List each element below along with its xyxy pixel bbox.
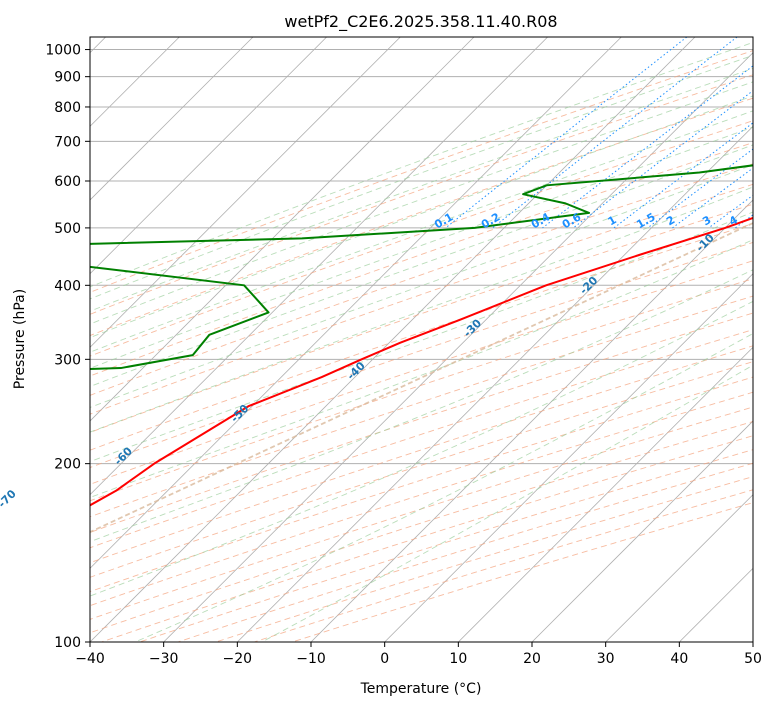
isotherm-line bbox=[163, 52, 753, 642]
y-tick-label: 900 bbox=[54, 70, 81, 86]
moist-adiabat bbox=[90, 67, 753, 312]
isotherm-line bbox=[90, 37, 327, 275]
dry-adiabat bbox=[90, 223, 753, 451]
isotherm-line bbox=[310, 199, 753, 642]
plot-frame bbox=[89, 36, 754, 643]
y-tick-label: 100 bbox=[54, 635, 81, 651]
y-tick-label: 600 bbox=[54, 174, 81, 190]
isotherm-line bbox=[384, 273, 753, 642]
x-tick-label: −30 bbox=[149, 651, 179, 667]
y-tick-label: 500 bbox=[54, 221, 81, 237]
x-tick-label: 0 bbox=[380, 651, 389, 667]
moist-adiabat bbox=[90, 81, 753, 325]
isotherm-line bbox=[458, 346, 753, 642]
dry-adiabat bbox=[90, 312, 753, 533]
moist-adiabat bbox=[90, 126, 753, 369]
chart-title: wetPf2_C2E6.2025.358.11.40.R08 bbox=[284, 12, 557, 32]
moist-adiabat bbox=[90, 110, 753, 353]
y-tick-label: 200 bbox=[54, 457, 81, 473]
isotherm-line bbox=[90, 37, 254, 201]
mixing-ratio-line bbox=[672, 167, 753, 229]
dry-adiabat bbox=[90, 120, 753, 357]
isotherm-line bbox=[90, 37, 548, 496]
y-tick-label: 800 bbox=[54, 100, 81, 116]
y-tick-label: 700 bbox=[54, 134, 81, 150]
temperature-profile bbox=[90, 216, 753, 507]
isotherm-line bbox=[90, 37, 475, 422]
x-tick-label: 40 bbox=[670, 651, 688, 667]
x-tick-label: −10 bbox=[296, 651, 326, 667]
dry-adiabat bbox=[90, 97, 753, 337]
dry-adiabat bbox=[90, 163, 753, 396]
y-tick-label: 300 bbox=[54, 352, 81, 368]
moist-adiabat bbox=[134, 332, 753, 642]
isotherm-line bbox=[531, 420, 753, 642]
dry-adiabat bbox=[90, 391, 753, 607]
mixing-ratio-line bbox=[542, 65, 753, 229]
y-tick-label: 400 bbox=[54, 278, 81, 294]
moist-adiabat bbox=[90, 144, 753, 388]
x-axis-label: Temperature (°C) bbox=[360, 681, 482, 697]
mixing-ratio-line bbox=[572, 90, 753, 229]
x-tick-label: −20 bbox=[223, 651, 253, 667]
x-tick-label: 30 bbox=[597, 651, 615, 667]
moist-adiabat bbox=[90, 95, 753, 339]
x-tick-label: 20 bbox=[523, 651, 541, 667]
isotherm-line bbox=[90, 37, 401, 348]
dry-adiabat bbox=[90, 329, 753, 549]
dry-adiabat bbox=[90, 50, 753, 293]
dry-adiabat bbox=[90, 142, 753, 377]
isotherm-line bbox=[237, 125, 753, 642]
x-tick-label: 50 bbox=[744, 651, 762, 667]
moist-adiabat bbox=[261, 364, 753, 642]
x-tick-label: 10 bbox=[449, 651, 467, 667]
moist-adiabat bbox=[90, 186, 753, 433]
isotherm-line bbox=[90, 37, 622, 569]
dry-adiabat bbox=[90, 260, 753, 485]
x-tick-label: −40 bbox=[75, 651, 105, 667]
moist-adiabat bbox=[90, 164, 753, 408]
y-tick-label: 1000 bbox=[45, 43, 81, 59]
dry-adiabat bbox=[90, 74, 753, 315]
dry-adiabat bbox=[90, 183, 753, 415]
isotherm-line bbox=[605, 494, 753, 642]
moist-adiabat bbox=[90, 54, 753, 300]
dry-adiabat bbox=[90, 278, 753, 502]
moist-adiabat bbox=[90, 211, 753, 463]
y-axis-label: Pressure (hPa) bbox=[12, 289, 28, 389]
